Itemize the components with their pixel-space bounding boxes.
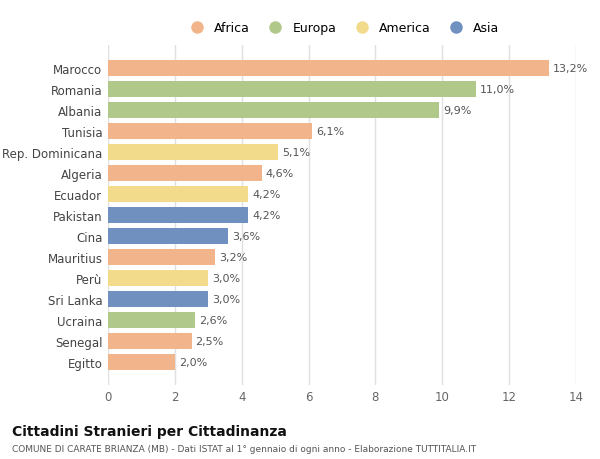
Text: 2,0%: 2,0% <box>179 357 207 367</box>
Bar <box>108 354 175 370</box>
Bar <box>108 208 248 224</box>
Text: 11,0%: 11,0% <box>480 85 515 95</box>
Text: 3,0%: 3,0% <box>212 274 241 284</box>
Text: 3,6%: 3,6% <box>232 232 260 241</box>
Bar <box>108 145 278 161</box>
Text: 2,5%: 2,5% <box>196 336 224 347</box>
Text: 3,2%: 3,2% <box>219 252 247 263</box>
Text: 13,2%: 13,2% <box>553 64 589 74</box>
Bar <box>108 229 229 245</box>
Text: 6,1%: 6,1% <box>316 127 344 137</box>
Bar <box>108 291 208 308</box>
Bar <box>108 187 248 202</box>
Bar <box>108 271 208 286</box>
Bar <box>108 82 476 98</box>
Text: Cittadini Stranieri per Cittadinanza: Cittadini Stranieri per Cittadinanza <box>12 425 287 438</box>
Text: 2,6%: 2,6% <box>199 315 227 325</box>
Legend: Africa, Europa, America, Asia: Africa, Europa, America, Asia <box>181 18 503 39</box>
Bar <box>108 62 549 77</box>
Text: 4,2%: 4,2% <box>253 211 281 221</box>
Text: 9,9%: 9,9% <box>443 106 472 116</box>
Bar <box>108 166 262 182</box>
Text: 4,2%: 4,2% <box>253 190 281 200</box>
Bar <box>108 313 195 328</box>
Bar <box>108 103 439 119</box>
Bar <box>108 250 215 265</box>
Bar <box>108 334 191 349</box>
Bar <box>108 124 312 140</box>
Text: 3,0%: 3,0% <box>212 295 241 304</box>
Text: 5,1%: 5,1% <box>283 148 311 158</box>
Text: COMUNE DI CARATE BRIANZA (MB) - Dati ISTAT al 1° gennaio di ogni anno - Elaboraz: COMUNE DI CARATE BRIANZA (MB) - Dati IST… <box>12 444 476 453</box>
Text: 4,6%: 4,6% <box>266 169 294 179</box>
